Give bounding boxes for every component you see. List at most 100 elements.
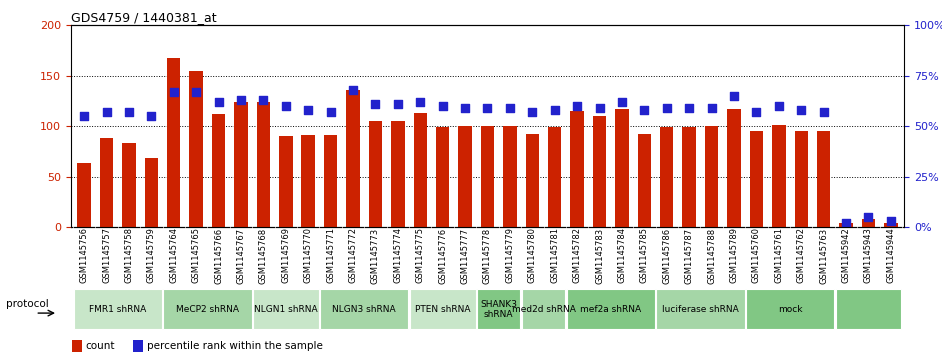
Bar (459, 126, 472, 227)
Point (726, 93, 741, 99)
Text: GSM1145765: GSM1145765 (191, 228, 201, 284)
Bar (301, 135, 315, 227)
Text: GSM1145758: GSM1145758 (124, 228, 134, 284)
Text: GSM1145780: GSM1145780 (528, 228, 537, 284)
Text: FMR1 shRNA: FMR1 shRNA (89, 305, 146, 314)
Text: GSM1145775: GSM1145775 (415, 228, 425, 284)
Bar (145, 158, 158, 227)
Bar (391, 121, 404, 227)
Point (884, 218, 899, 224)
Point (838, 220, 853, 226)
Text: GSM1145781: GSM1145781 (550, 228, 560, 284)
Bar (477, 290, 520, 330)
Text: GSM1145778: GSM1145778 (483, 228, 492, 284)
Text: count: count (86, 342, 115, 351)
Bar (571, 111, 584, 227)
Point (76, 113, 91, 119)
Bar (817, 131, 830, 227)
Point (637, 107, 652, 113)
Point (570, 103, 585, 109)
Bar (862, 219, 875, 227)
Bar (122, 143, 136, 227)
Point (547, 107, 562, 113)
Point (166, 89, 181, 95)
Text: GSM1145757: GSM1145757 (102, 228, 111, 284)
Point (502, 105, 517, 111)
Text: GSM1145756: GSM1145756 (79, 228, 89, 284)
Text: GSM1145786: GSM1145786 (662, 228, 672, 284)
Bar (682, 127, 696, 227)
Text: GSM1145761: GSM1145761 (774, 228, 784, 284)
Point (704, 105, 719, 111)
Point (99, 109, 114, 115)
Point (861, 214, 876, 220)
Text: GSM1145783: GSM1145783 (595, 228, 604, 284)
Point (368, 101, 383, 107)
Bar (100, 138, 113, 227)
Bar (133, 340, 143, 352)
Point (390, 101, 405, 107)
Point (323, 109, 338, 115)
Text: GSM1145767: GSM1145767 (236, 228, 246, 284)
Text: GSM1145784: GSM1145784 (617, 228, 626, 284)
Text: PTEN shRNA: PTEN shRNA (414, 305, 470, 314)
Bar (212, 114, 225, 227)
Bar (660, 127, 674, 227)
Text: GSM1145762: GSM1145762 (797, 228, 805, 284)
Point (749, 109, 764, 115)
Text: MeCP2 shRNA: MeCP2 shRNA (176, 305, 239, 314)
Bar (836, 290, 901, 330)
Bar (414, 113, 427, 227)
Bar (163, 290, 252, 330)
Text: GSM1145773: GSM1145773 (371, 228, 380, 284)
Bar (368, 121, 382, 227)
Point (122, 109, 137, 115)
Bar (885, 223, 898, 227)
Point (435, 103, 450, 109)
Bar (256, 102, 270, 227)
Bar (73, 290, 162, 330)
Point (413, 99, 428, 105)
Bar (526, 134, 539, 227)
Text: GSM1145760: GSM1145760 (752, 228, 761, 284)
Text: GSM1145789: GSM1145789 (729, 228, 739, 284)
Point (234, 97, 249, 103)
Bar (548, 127, 561, 227)
Text: mock: mock (778, 305, 803, 314)
Bar (746, 290, 835, 330)
Text: GSM1145774: GSM1145774 (394, 228, 402, 284)
Point (794, 107, 809, 113)
Point (614, 99, 629, 105)
Bar (727, 109, 740, 227)
Point (256, 97, 271, 103)
Point (682, 105, 697, 111)
Point (278, 103, 293, 109)
Text: GSM1145771: GSM1145771 (326, 228, 335, 284)
Bar (235, 102, 248, 227)
Bar (347, 90, 360, 227)
Text: GSM1145768: GSM1145768 (259, 228, 268, 284)
Bar (320, 290, 409, 330)
Point (458, 105, 473, 111)
Point (188, 89, 203, 95)
Text: GSM1145776: GSM1145776 (438, 228, 447, 284)
Bar (410, 290, 476, 330)
Bar (794, 131, 808, 227)
Bar (77, 163, 90, 227)
Bar (750, 131, 763, 227)
Bar (279, 136, 293, 227)
Text: GSM1145787: GSM1145787 (685, 228, 693, 284)
Text: NLGN3 shRNA: NLGN3 shRNA (333, 305, 396, 314)
Text: GSM1145782: GSM1145782 (573, 228, 581, 284)
Bar (503, 126, 516, 227)
Text: luciferase shRNA: luciferase shRNA (662, 305, 739, 314)
Point (144, 113, 159, 119)
Point (479, 105, 495, 111)
Text: GSM1145777: GSM1145777 (461, 228, 469, 284)
Bar (615, 109, 628, 227)
Text: GSM1145763: GSM1145763 (820, 228, 828, 284)
Text: GSM1145942: GSM1145942 (841, 228, 851, 283)
Bar (189, 71, 203, 227)
Text: GSM1145779: GSM1145779 (506, 228, 514, 284)
Text: GSM1145766: GSM1145766 (214, 228, 223, 284)
